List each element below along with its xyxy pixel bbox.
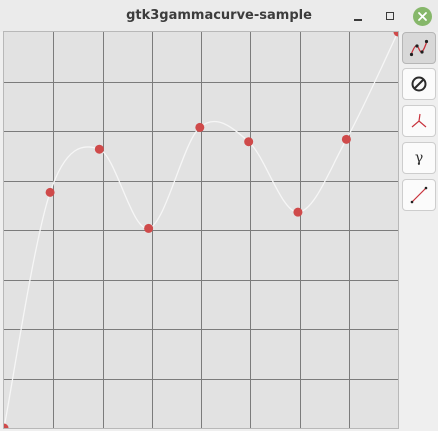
curve-toolbar: γ: [402, 32, 436, 232]
control-points[interactable]: [4, 32, 398, 428]
gamma-button[interactable]: γ: [402, 142, 436, 174]
title-bar[interactable]: gtk3gammacurve-sample: [0, 0, 438, 32]
control-point[interactable]: [45, 187, 55, 197]
spline-mode-button[interactable]: [402, 32, 436, 64]
control-point[interactable]: [4, 423, 9, 429]
minimize-icon: [354, 19, 362, 21]
linear-button[interactable]: [402, 179, 436, 211]
reset-icon: [411, 76, 427, 92]
control-point[interactable]: [393, 32, 399, 37]
control-point[interactable]: [144, 223, 154, 233]
close-icon: [412, 6, 432, 26]
control-point[interactable]: [341, 134, 351, 144]
close-button[interactable]: [411, 5, 433, 27]
free-curve-icon: [411, 113, 427, 128]
window-title: gtk3gammacurve-sample: [126, 8, 312, 23]
spline-curve-icon: [409, 39, 429, 57]
free-mode-button[interactable]: [402, 105, 436, 137]
curve-editor[interactable]: [3, 31, 399, 429]
linear-icon: [410, 186, 428, 204]
control-point[interactable]: [293, 207, 303, 217]
maximize-icon: [386, 12, 394, 20]
reset-button[interactable]: [402, 68, 436, 100]
maximize-button[interactable]: [379, 5, 401, 27]
control-point[interactable]: [244, 137, 254, 147]
control-point[interactable]: [94, 144, 104, 154]
grid: [4, 32, 398, 428]
control-point[interactable]: [195, 122, 205, 132]
minimize-button[interactable]: [347, 5, 369, 27]
curve-canvas[interactable]: [4, 32, 398, 428]
gamma-icon: γ: [414, 150, 424, 166]
